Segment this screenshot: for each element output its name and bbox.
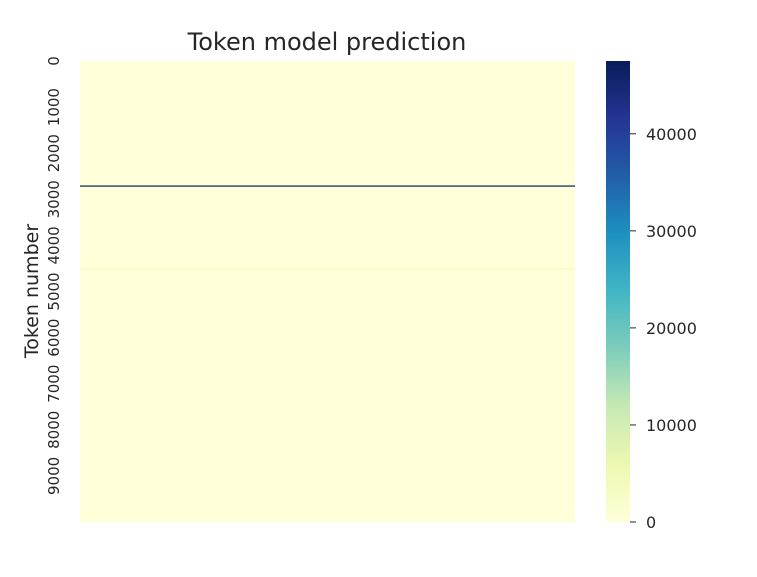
heatmap-area xyxy=(80,61,575,522)
heatmap-background xyxy=(80,61,575,522)
colorbar-tick-label: 30000 xyxy=(646,222,697,241)
y-tick-label: 4000 xyxy=(45,226,63,264)
heatmap-row-1 xyxy=(80,268,575,270)
y-tick-label: 0 xyxy=(45,56,63,66)
colorbar: 0 10000 20000 30000 40000 xyxy=(606,61,697,532)
y-tick-label: 9000 xyxy=(45,457,63,495)
colorbar-gradient xyxy=(606,61,630,522)
colorbar-tick-label: 20000 xyxy=(646,319,697,338)
y-tick-label: 3000 xyxy=(45,180,63,218)
y-tick-label: 5000 xyxy=(45,272,63,310)
y-tick-label: 8000 xyxy=(45,411,63,449)
y-tick-labels: 0 1000 2000 3000 4000 5000 6000 7000 8000 9000 xyxy=(45,56,63,495)
colorbar-tick-label: 40000 xyxy=(646,125,697,144)
heatmap-row-0 xyxy=(80,185,575,187)
y-tick-label: 7000 xyxy=(45,365,63,403)
colorbar-tick-label: 10000 xyxy=(646,416,697,435)
chart-title: Token model prediction xyxy=(187,28,467,56)
colorbar-tick-label: 0 xyxy=(646,513,656,532)
y-tick-label: 6000 xyxy=(45,319,63,357)
y-tick-label: 1000 xyxy=(45,88,63,126)
y-tick-label: 2000 xyxy=(45,134,63,172)
y-axis-label: Token number xyxy=(21,224,43,359)
